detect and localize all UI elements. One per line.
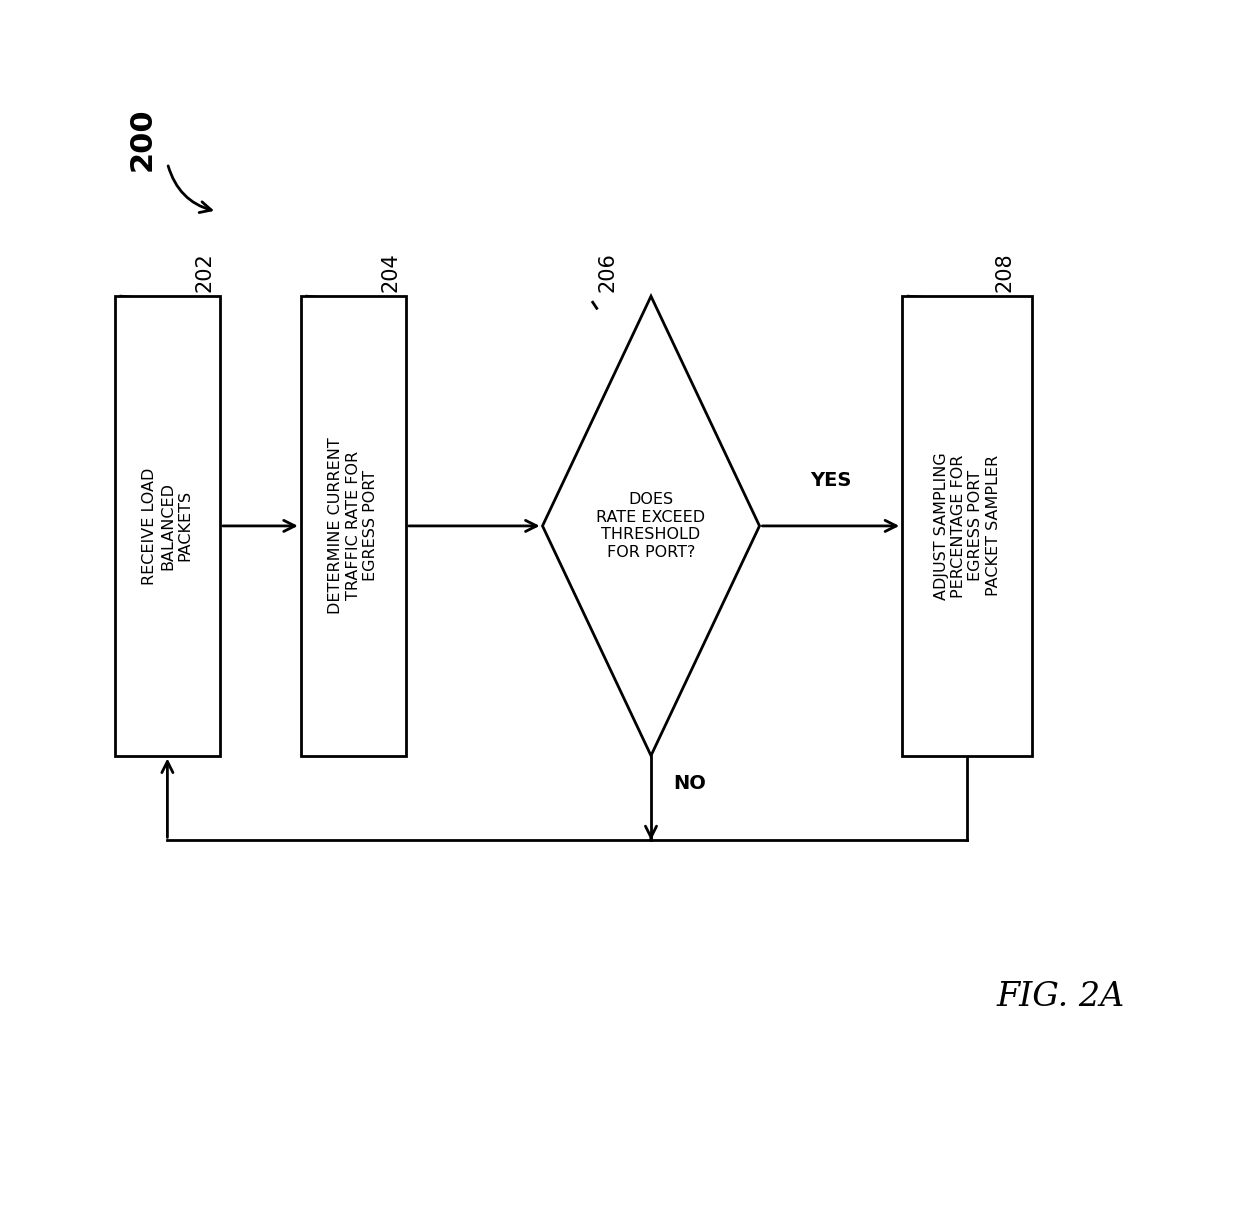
- Text: 202: 202: [195, 253, 215, 291]
- Text: ADJUST SAMPLING
PERCENTAGE FOR
EGRESS PORT
PACKET SAMPLER: ADJUST SAMPLING PERCENTAGE FOR EGRESS PO…: [934, 452, 1001, 600]
- Bar: [114, 296, 221, 756]
- Text: 206: 206: [598, 253, 618, 291]
- Text: DOES
RATE EXCEED
THRESHOLD
FOR PORT?: DOES RATE EXCEED THRESHOLD FOR PORT?: [596, 492, 706, 560]
- Text: NO: NO: [673, 774, 707, 793]
- Text: 200: 200: [128, 108, 157, 170]
- Text: RECEIVE LOAD
BALANCED
PACKETS: RECEIVE LOAD BALANCED PACKETS: [143, 467, 192, 585]
- Bar: [903, 296, 1032, 756]
- Polygon shape: [543, 296, 759, 756]
- Bar: [300, 296, 405, 756]
- Text: 208: 208: [994, 253, 1014, 291]
- Text: DETERMINE CURRENT
TRAFFIC RATE FOR
EGRESS PORT: DETERMINE CURRENT TRAFFIC RATE FOR EGRES…: [329, 438, 378, 614]
- Text: YES: YES: [810, 470, 852, 490]
- Text: 204: 204: [381, 253, 401, 291]
- Text: FIG. 2A: FIG. 2A: [996, 982, 1125, 1013]
